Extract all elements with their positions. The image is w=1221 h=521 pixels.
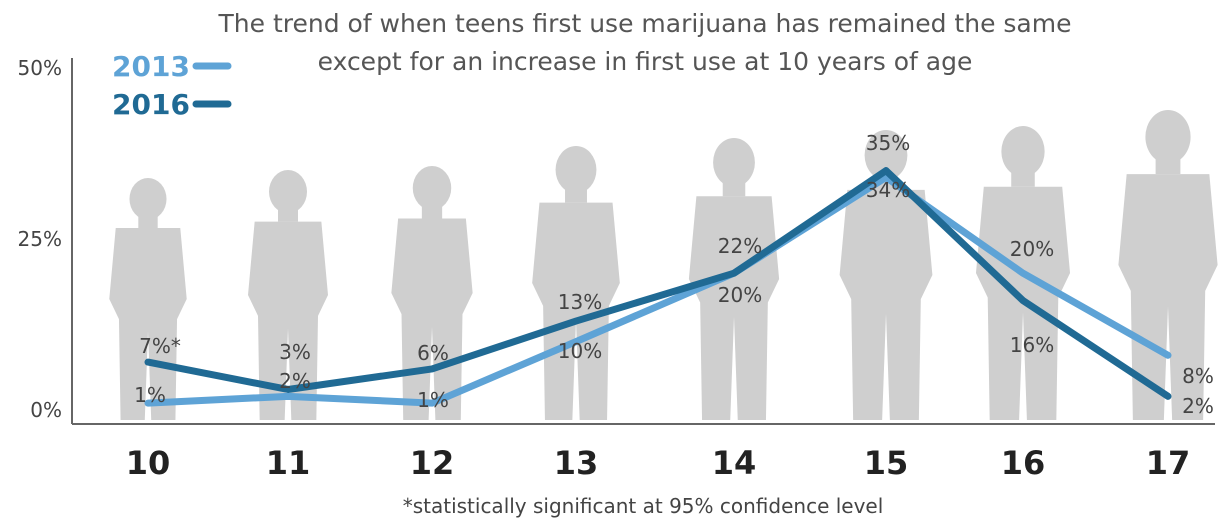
x-tick-label: 16 bbox=[1001, 444, 1046, 482]
data-label-2016: 7%* bbox=[139, 334, 181, 358]
data-label-2013: 34% bbox=[866, 178, 910, 202]
data-label-2016: 3% bbox=[279, 340, 311, 364]
data-label-2013: 1% bbox=[134, 383, 166, 407]
teen-silhouette-icon bbox=[688, 138, 780, 420]
y-tick-label: 25% bbox=[18, 227, 62, 251]
data-label-2016: 35% bbox=[866, 131, 910, 155]
data-label-2016: 16% bbox=[1010, 333, 1054, 357]
chart-title-line-2: except for an increase in first use at 1… bbox=[318, 47, 973, 76]
series-line-2016 bbox=[144, 167, 1172, 400]
data-label-2013: 10% bbox=[558, 339, 602, 363]
x-tick-labels: 10 11 12 13 14 15 16 17 bbox=[126, 444, 1191, 482]
y-tick-labels: 0% 25% 50% bbox=[18, 56, 62, 422]
y-tick-label: 50% bbox=[18, 56, 62, 80]
data-label-2016: 13% bbox=[558, 290, 602, 314]
chart-title-line-1: The trend of when teens first use mariju… bbox=[218, 9, 1072, 38]
data-label-2013: 1% bbox=[417, 388, 449, 412]
y-tick-label: 0% bbox=[30, 398, 62, 422]
series-line-2013 bbox=[144, 173, 1172, 407]
x-tick-label: 14 bbox=[712, 444, 757, 482]
data-labels: 1% 2% 1% 10% 22% 34% 20% 8% 7%* 3% 6% 13% 20% 35% 16% 2… bbox=[134, 131, 1214, 418]
data-label-2013: 8% bbox=[1182, 364, 1214, 388]
data-label-2013: 22% bbox=[718, 234, 762, 258]
legend-label-2016: 2016 bbox=[112, 88, 190, 121]
teen-silhouette-icon bbox=[1118, 110, 1218, 420]
silhouettes-layer bbox=[109, 110, 1218, 420]
footnote: *statistically significant at 95% confid… bbox=[403, 494, 884, 518]
teen-silhouette-icon bbox=[109, 178, 187, 420]
teen-silhouette-icon bbox=[532, 146, 620, 420]
legend-label-2013: 2013 bbox=[112, 50, 190, 83]
x-tick-label: 13 bbox=[554, 444, 599, 482]
x-tick-label: 11 bbox=[266, 444, 311, 482]
data-label-2016: 20% bbox=[718, 283, 762, 307]
teen-silhouette-icon bbox=[248, 170, 328, 420]
data-label-2013: 20% bbox=[1010, 237, 1054, 261]
series-lines bbox=[144, 167, 1172, 407]
x-tick-label: 17 bbox=[1146, 444, 1191, 482]
x-tick-label: 15 bbox=[864, 444, 909, 482]
data-label-2013: 2% bbox=[279, 369, 311, 393]
data-label-2016: 6% bbox=[417, 341, 449, 365]
x-tick-label: 10 bbox=[126, 444, 171, 482]
legend: 2013 2016 bbox=[112, 50, 232, 121]
teen-silhouette-icon bbox=[391, 166, 473, 420]
x-tick-label: 12 bbox=[410, 444, 455, 482]
data-label-2016: 2% bbox=[1182, 394, 1214, 418]
